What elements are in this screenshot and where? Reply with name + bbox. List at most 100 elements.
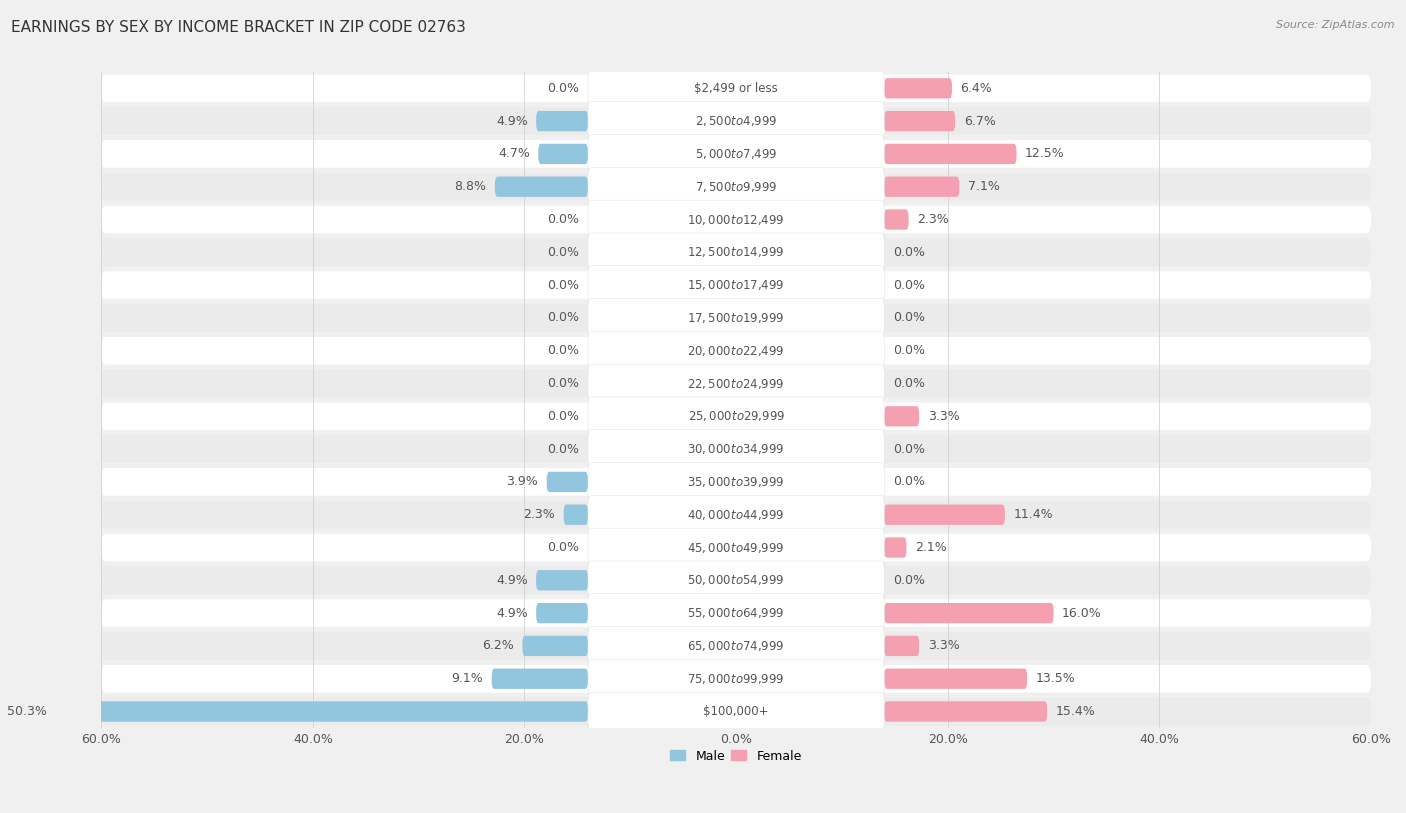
Text: $2,500 to $4,999: $2,500 to $4,999 [695,114,778,128]
FancyBboxPatch shape [101,698,1371,725]
FancyBboxPatch shape [564,505,588,525]
FancyBboxPatch shape [536,603,588,624]
FancyBboxPatch shape [101,599,1371,627]
Text: 3.9%: 3.9% [506,476,538,489]
Text: $75,000 to $99,999: $75,000 to $99,999 [688,672,785,685]
Text: EARNINGS BY SEX BY INCOME BRACKET IN ZIP CODE 02763: EARNINGS BY SEX BY INCOME BRACKET IN ZIP… [11,20,467,35]
Text: $55,000 to $64,999: $55,000 to $64,999 [688,606,785,620]
FancyBboxPatch shape [884,78,952,98]
Text: Source: ZipAtlas.com: Source: ZipAtlas.com [1277,20,1395,30]
Text: $100,000+: $100,000+ [703,705,769,718]
Text: 15.4%: 15.4% [1056,705,1095,718]
FancyBboxPatch shape [884,505,1005,525]
FancyBboxPatch shape [588,135,884,173]
FancyBboxPatch shape [101,206,1371,233]
Text: $10,000 to $12,499: $10,000 to $12,499 [688,212,785,227]
FancyBboxPatch shape [101,173,1371,201]
Text: $15,000 to $17,499: $15,000 to $17,499 [688,278,785,292]
Text: 0.0%: 0.0% [893,476,925,489]
FancyBboxPatch shape [884,209,908,230]
Text: 3.3%: 3.3% [928,410,959,423]
FancyBboxPatch shape [884,668,1028,689]
Text: 4.9%: 4.9% [496,574,527,587]
FancyBboxPatch shape [538,144,588,164]
FancyBboxPatch shape [588,528,884,567]
Text: 12.5%: 12.5% [1025,147,1064,160]
FancyBboxPatch shape [101,665,1371,693]
Text: $30,000 to $34,999: $30,000 to $34,999 [688,442,785,456]
FancyBboxPatch shape [588,69,884,107]
Text: 11.4%: 11.4% [1014,508,1053,521]
FancyBboxPatch shape [884,176,959,197]
Text: $65,000 to $74,999: $65,000 to $74,999 [688,639,785,653]
Text: 0.0%: 0.0% [893,246,925,259]
FancyBboxPatch shape [588,332,884,370]
FancyBboxPatch shape [101,533,1371,561]
FancyBboxPatch shape [588,200,884,239]
Text: $22,500 to $24,999: $22,500 to $24,999 [688,376,785,390]
FancyBboxPatch shape [101,238,1371,266]
Text: 6.7%: 6.7% [963,115,995,128]
Text: 0.0%: 0.0% [547,279,579,292]
Text: 4.9%: 4.9% [496,115,527,128]
FancyBboxPatch shape [588,627,884,665]
FancyBboxPatch shape [101,633,1371,659]
Text: 6.4%: 6.4% [960,82,993,95]
Text: 3.3%: 3.3% [928,639,959,652]
FancyBboxPatch shape [588,430,884,468]
FancyBboxPatch shape [588,102,884,141]
FancyBboxPatch shape [101,402,1371,430]
Text: $35,000 to $39,999: $35,000 to $39,999 [688,475,785,489]
FancyBboxPatch shape [536,111,588,131]
Text: $20,000 to $22,499: $20,000 to $22,499 [688,344,785,358]
FancyBboxPatch shape [588,561,884,600]
FancyBboxPatch shape [588,233,884,272]
FancyBboxPatch shape [588,463,884,502]
FancyBboxPatch shape [588,298,884,337]
FancyBboxPatch shape [588,364,884,403]
Text: 0.0%: 0.0% [547,442,579,455]
Text: 0.0%: 0.0% [547,541,579,554]
Text: 8.8%: 8.8% [454,180,486,193]
FancyBboxPatch shape [884,636,920,656]
Text: $25,000 to $29,999: $25,000 to $29,999 [688,409,785,424]
Text: 0.0%: 0.0% [893,377,925,390]
FancyBboxPatch shape [588,397,884,436]
Text: $7,500 to $9,999: $7,500 to $9,999 [695,180,778,193]
Text: 0.0%: 0.0% [547,246,579,259]
Text: 4.9%: 4.9% [496,606,527,620]
FancyBboxPatch shape [101,272,1371,299]
FancyBboxPatch shape [884,144,1017,164]
FancyBboxPatch shape [588,659,884,698]
FancyBboxPatch shape [884,406,920,427]
FancyBboxPatch shape [588,692,884,731]
Text: $17,500 to $19,999: $17,500 to $19,999 [688,311,785,325]
Text: 16.0%: 16.0% [1062,606,1102,620]
Text: 9.1%: 9.1% [451,672,484,685]
Text: $50,000 to $54,999: $50,000 to $54,999 [688,573,785,587]
FancyBboxPatch shape [101,140,1371,167]
FancyBboxPatch shape [101,75,1371,102]
Text: 0.0%: 0.0% [547,213,579,226]
Text: 2.1%: 2.1% [915,541,946,554]
FancyBboxPatch shape [536,570,588,590]
FancyBboxPatch shape [588,495,884,534]
FancyBboxPatch shape [884,702,1047,722]
Text: 0.0%: 0.0% [547,344,579,357]
FancyBboxPatch shape [101,435,1371,463]
FancyBboxPatch shape [101,370,1371,398]
FancyBboxPatch shape [101,107,1371,135]
FancyBboxPatch shape [56,702,588,722]
FancyBboxPatch shape [588,593,884,633]
FancyBboxPatch shape [101,468,1371,496]
Text: 13.5%: 13.5% [1036,672,1076,685]
Text: $2,499 or less: $2,499 or less [695,82,778,95]
FancyBboxPatch shape [101,501,1371,528]
FancyBboxPatch shape [492,668,588,689]
Text: 0.0%: 0.0% [893,442,925,455]
Text: 7.1%: 7.1% [967,180,1000,193]
Text: $12,500 to $14,999: $12,500 to $14,999 [688,246,785,259]
FancyBboxPatch shape [495,176,588,197]
Text: 0.0%: 0.0% [547,82,579,95]
FancyBboxPatch shape [588,266,884,304]
